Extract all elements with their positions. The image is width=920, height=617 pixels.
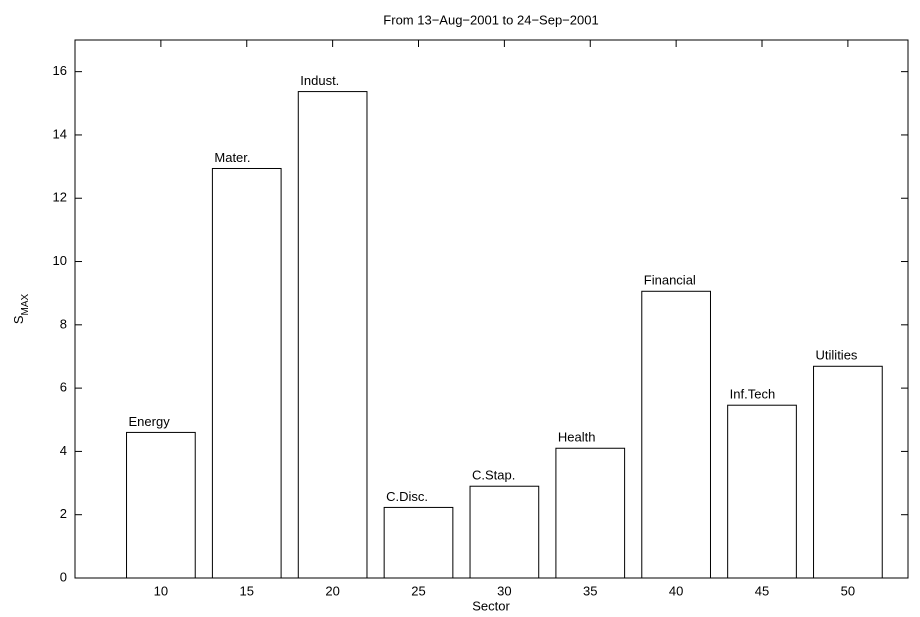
bar-label: Financial xyxy=(644,273,696,288)
bar xyxy=(813,365,883,579)
x-tick-label: 15 xyxy=(240,583,254,598)
bar xyxy=(641,290,711,579)
y-tick-label: 8 xyxy=(60,316,67,331)
y-tick-label: 16 xyxy=(53,63,67,78)
y-axis-label: SMAX xyxy=(11,294,30,325)
bar xyxy=(727,404,797,579)
y-tick-label: 14 xyxy=(53,126,67,141)
y-tick-label: 4 xyxy=(60,443,67,458)
bar-label: Health xyxy=(558,430,596,445)
y-tick-label: 0 xyxy=(60,569,67,584)
x-tick-label: 30 xyxy=(497,583,511,598)
x-tick-label: 40 xyxy=(669,583,683,598)
bar-label: Utilities xyxy=(816,348,858,363)
bar-label: Energy xyxy=(129,414,171,429)
x-tick-label: 20 xyxy=(325,583,339,598)
x-tick-label: 50 xyxy=(841,583,855,598)
bar xyxy=(126,431,196,579)
y-axis-label-main: S xyxy=(11,315,26,324)
y-tick-label: 10 xyxy=(53,253,67,268)
bar xyxy=(211,167,282,579)
y-tick-label: 6 xyxy=(60,380,67,395)
bar xyxy=(297,91,368,579)
y-axis-label-sub: MAX xyxy=(20,294,31,316)
x-tick-label: 25 xyxy=(411,583,425,598)
bar xyxy=(555,447,626,579)
bar-label: Indust. xyxy=(300,73,339,88)
x-axis-label: Sector xyxy=(472,598,510,613)
bar-label: C.Disc. xyxy=(386,489,428,504)
bar xyxy=(383,506,454,579)
bar-label: Mater. xyxy=(214,150,250,165)
y-tick-label: 2 xyxy=(60,506,67,521)
y-tick-label: 12 xyxy=(53,190,67,205)
bar-label: C.Stap. xyxy=(472,468,515,483)
x-tick-label: 45 xyxy=(755,583,769,598)
x-tick-label: 35 xyxy=(583,583,597,598)
x-tick-label: 10 xyxy=(154,583,168,598)
bar xyxy=(469,485,540,579)
bar-label: Inf.Tech xyxy=(730,387,776,402)
chart-title: From 13−Aug−2001 to 24−Sep−2001 xyxy=(383,12,598,27)
